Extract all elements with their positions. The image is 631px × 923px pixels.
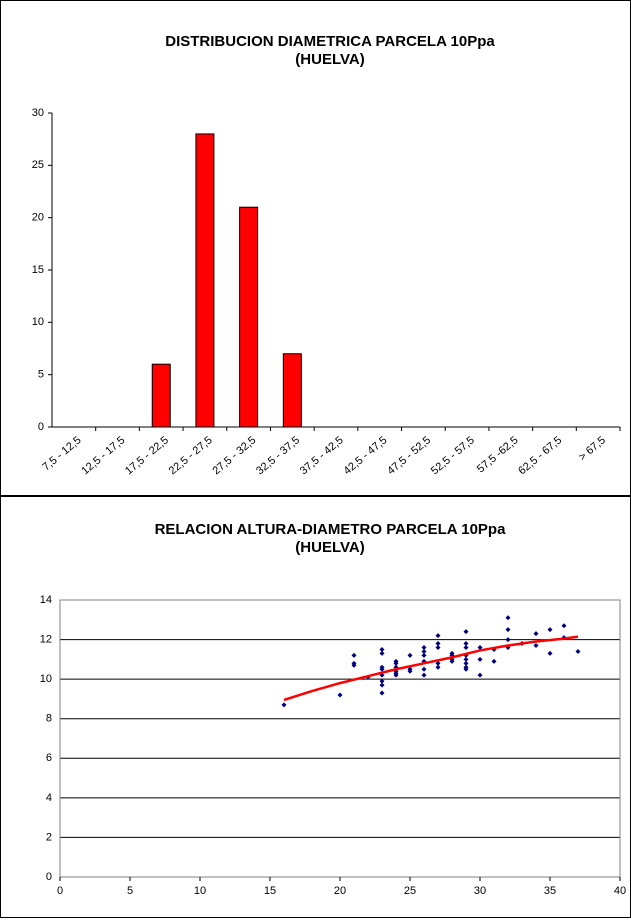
x-tick-label: 0 — [57, 885, 63, 897]
chart-frame — [0, 0, 631, 496]
point — [435, 664, 441, 670]
point — [435, 641, 441, 647]
point — [393, 660, 399, 666]
point — [379, 666, 385, 672]
point — [547, 627, 553, 633]
point — [351, 662, 357, 668]
y-tick-label: 10 — [40, 673, 52, 685]
point — [407, 668, 413, 674]
point — [379, 682, 385, 688]
x-tick-label: 5 — [127, 885, 133, 897]
point — [421, 666, 427, 672]
x-tick-label: 27,5 - 32,5 — [210, 434, 258, 477]
point — [505, 637, 511, 643]
point — [379, 690, 385, 696]
point — [421, 652, 427, 658]
point — [463, 629, 469, 635]
y-tick-label: 0 — [38, 421, 44, 433]
x-tick-label: 32,5 - 37,5 — [254, 434, 302, 477]
y-tick-label: 30 — [32, 107, 44, 119]
x-tick-label: 42,5 - 47,5 — [341, 434, 389, 477]
point — [463, 660, 469, 666]
point — [449, 658, 455, 664]
point — [281, 702, 287, 708]
chart-title: RELACION ALTURA-DIAMETRO PARCELA 10Ppa — [155, 521, 506, 538]
y-tick-label: 5 — [38, 369, 44, 381]
x-tick-label: 22,5 - 27,5 — [167, 434, 215, 477]
point — [421, 648, 427, 654]
y-tick-label: 12 — [40, 633, 52, 645]
chart-frame — [0, 496, 631, 918]
point — [561, 623, 567, 629]
x-tick-label: 35 — [544, 885, 556, 897]
y-tick-label: 0 — [46, 871, 52, 883]
x-tick-label: 37,5 - 42,5 — [298, 434, 346, 477]
point — [491, 658, 497, 664]
point — [463, 656, 469, 662]
y-tick-label: 4 — [46, 792, 52, 804]
point — [533, 643, 539, 649]
x-tick-label: 20 — [334, 885, 346, 897]
x-tick-label: 10 — [194, 885, 206, 897]
trend-line — [283, 635, 579, 702]
y-tick-label: 8 — [46, 713, 52, 725]
x-tick-label: 47,5 - 52,5 — [385, 434, 433, 477]
point — [393, 672, 399, 678]
y-tick-label: 25 — [32, 159, 44, 171]
point — [421, 672, 427, 678]
point — [421, 644, 427, 650]
point — [379, 650, 385, 656]
point — [463, 641, 469, 647]
x-tick-label: 57,5 -62,5 — [475, 434, 521, 475]
y-tick-label: 14 — [40, 594, 52, 606]
x-tick-label: 12,5 - 17,5 — [79, 434, 127, 477]
bar — [151, 363, 171, 428]
y-tick-label: 6 — [46, 752, 52, 764]
x-tick-label: 25 — [404, 885, 416, 897]
point — [477, 656, 483, 662]
point — [379, 678, 385, 684]
point — [379, 646, 385, 652]
bar — [195, 133, 215, 428]
y-tick-label: 15 — [32, 264, 44, 276]
chart-title: DISTRIBUCION DIAMETRICA PARCELA 10Ppa — [165, 33, 495, 50]
point — [477, 644, 483, 650]
point — [435, 633, 441, 639]
bar — [239, 206, 259, 428]
x-tick-label: > 67,5 — [577, 434, 608, 463]
y-tick-label: 2 — [46, 831, 52, 843]
x-tick-label: 52,5 - 57,5 — [429, 434, 477, 477]
point — [435, 644, 441, 650]
point — [533, 631, 539, 637]
chart-title: (HUELVA) — [295, 51, 364, 68]
point — [463, 644, 469, 650]
x-tick-label: 62,5 - 67,5 — [516, 434, 564, 477]
point — [407, 652, 413, 658]
point — [547, 650, 553, 656]
bar — [282, 353, 302, 428]
point — [505, 615, 511, 621]
point — [435, 660, 441, 666]
point — [575, 648, 581, 654]
x-tick-label: 7,5 - 12,5 — [40, 434, 83, 473]
point — [505, 627, 511, 633]
point — [351, 652, 357, 658]
point — [337, 692, 343, 698]
x-tick-label: 40 — [614, 885, 626, 897]
point — [477, 672, 483, 678]
y-tick-label: 10 — [32, 316, 44, 328]
x-tick-label: 17,5 - 22,5 — [123, 434, 171, 477]
chart-title: (HUELVA) — [295, 539, 364, 556]
y-tick-label: 20 — [32, 212, 44, 224]
point — [463, 666, 469, 672]
x-tick-label: 15 — [264, 885, 276, 897]
x-tick-label: 30 — [474, 885, 486, 897]
